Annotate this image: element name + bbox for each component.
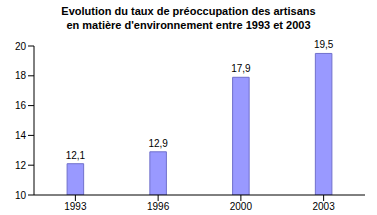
- svg-text:12,1: 12,1: [66, 150, 86, 161]
- html-text:Evolution du taux de préoccupa: Evolution du taux de préoccupation des a…: [61, 5, 316, 31]
- svg-text:18: 18: [15, 70, 27, 81]
- svg-text:10: 10: [15, 190, 27, 201]
- svg-text:2003: 2003: [313, 201, 336, 212]
- svg-text:12: 12: [15, 160, 27, 171]
- svg-text:20: 20: [15, 41, 27, 52]
- svg-text:17,9: 17,9: [231, 63, 251, 74]
- svg-text:1993: 1993: [64, 201, 87, 212]
- svg-text:14: 14: [15, 130, 27, 141]
- svg-text:1996: 1996: [147, 201, 170, 212]
- svg-text:19,5: 19,5: [314, 39, 334, 50]
- svg-text:16: 16: [15, 100, 27, 111]
- svg-text:2000: 2000: [230, 201, 253, 212]
- svg-text:12,9: 12,9: [148, 138, 168, 149]
